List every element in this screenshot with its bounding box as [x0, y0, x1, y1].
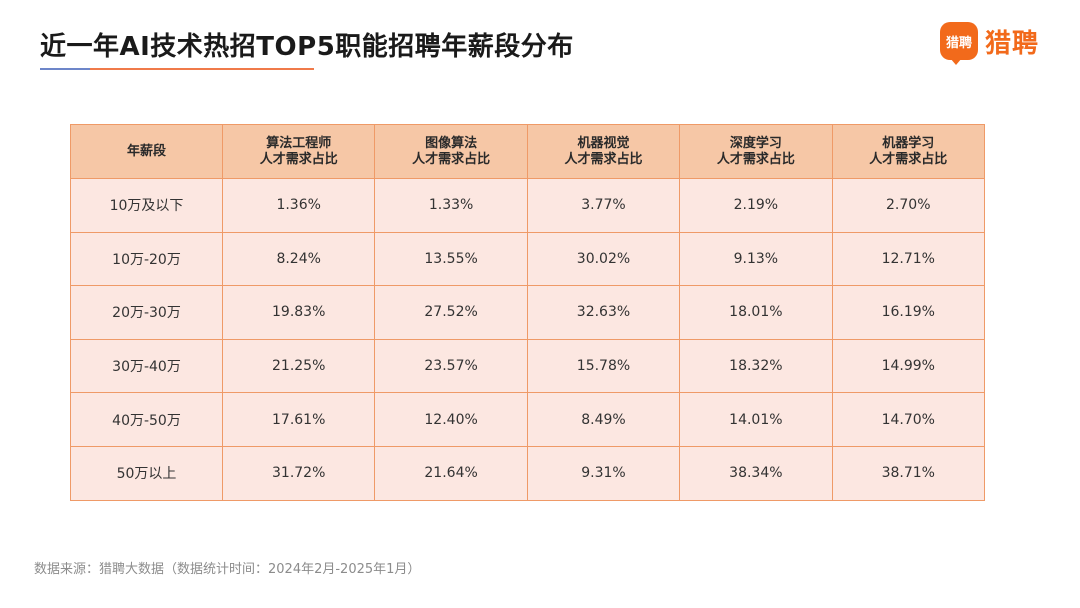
liepin-logo-text: 猎聘 — [985, 28, 1040, 59]
column-header-3: 机器视觉 人才需求占比 — [526, 124, 681, 179]
column-header-0: 年薪段 — [70, 124, 223, 179]
share-value-cell: 21.64% — [374, 445, 528, 501]
share-value-cell: 18.01% — [679, 285, 833, 340]
table-row: 50万以上 31.72% 21.64% 9.31% 38.34% 38.71% — [70, 445, 985, 501]
share-value-cell: 9.31% — [526, 445, 681, 501]
column-header-line1: 年薪段 — [126, 143, 166, 159]
share-value-cell: 21.25% — [221, 338, 376, 394]
share-value-cell: 23.57% — [374, 338, 528, 394]
salary-range-cell: 30万-40万 — [70, 338, 223, 394]
table-body: 10万及以下 1.36% 1.33% 3.77% 2.19% 2.70% 10万-20万 8.… — [70, 178, 985, 501]
salary-distribution-table: 年薪段 算法工程师 人才需求占比 图像算法 人才需求占比 机器视觉 人才需求占比 深度学习 人才… — [70, 124, 985, 501]
column-header-line1: 深度学习 — [729, 135, 782, 151]
salary-range-cell: 50万以上 — [70, 445, 223, 501]
share-value-cell: 14.01% — [679, 392, 833, 447]
share-value-cell: 38.71% — [831, 445, 985, 501]
column-header-line2: 人才需求占比 — [869, 151, 948, 167]
share-value-cell: 2.19% — [679, 178, 833, 233]
column-header-line1: 算法工程师 — [266, 135, 332, 151]
column-header-5: 机器学习 人才需求占比 — [831, 124, 985, 179]
salary-range-cell: 10万及以下 — [70, 178, 223, 233]
share-value-cell: 32.63% — [526, 285, 681, 340]
share-value-cell: 3.77% — [526, 178, 681, 233]
table-row: 30万-40万 21.25% 23.57% 15.78% 18.32% 14.99% — [70, 338, 985, 394]
column-header-1: 算法工程师 人才需求占比 — [221, 124, 376, 179]
table-row: 20万-30万 19.83% 27.52% 32.63% 18.01% 16.19% — [70, 285, 985, 340]
column-header-2: 图像算法 人才需求占比 — [374, 124, 528, 179]
underline-segment-blue — [40, 68, 90, 70]
share-value-cell: 1.33% — [374, 178, 528, 233]
share-value-cell: 18.32% — [679, 338, 833, 394]
salary-distribution-table-wrap: 年薪段 算法工程师 人才需求占比 图像算法 人才需求占比 机器视觉 人才需求占比 深度学习 人才… — [70, 124, 985, 501]
column-header-line2: 人才需求占比 — [716, 151, 795, 167]
column-header-4: 深度学习 人才需求占比 — [679, 124, 833, 179]
share-value-cell: 38.34% — [679, 445, 833, 501]
share-value-cell: 19.83% — [221, 285, 376, 340]
salary-range-cell: 10万-20万 — [70, 231, 223, 287]
share-value-cell: 8.24% — [221, 231, 376, 287]
column-header-line1: 图像算法 — [425, 135, 478, 151]
share-value-cell: 13.55% — [374, 231, 528, 287]
column-header-line2: 人才需求占比 — [564, 151, 643, 167]
share-value-cell: 1.36% — [221, 178, 376, 233]
share-value-cell: 12.71% — [831, 231, 985, 287]
column-header-line2: 人才需求占比 — [412, 151, 491, 167]
share-value-cell: 12.40% — [374, 392, 528, 447]
title-underline — [40, 68, 314, 70]
page-title: 近一年AI技术热招TOP5职能招聘年薪段分布 — [40, 32, 574, 62]
table-row: 40万-50万 17.61% 12.40% 8.49% 14.01% 14.70% — [70, 392, 985, 447]
table-row: 10万-20万 8.24% 13.55% 30.02% 9.13% 12.71% — [70, 231, 985, 287]
share-value-cell: 9.13% — [679, 231, 833, 287]
column-header-line2: 人才需求占比 — [259, 151, 338, 167]
share-value-cell: 14.70% — [831, 392, 985, 447]
column-header-line1: 机器视觉 — [577, 135, 630, 151]
salary-range-cell: 20万-30万 — [70, 285, 223, 340]
salary-range-cell: 40万-50万 — [70, 392, 223, 447]
share-value-cell: 30.02% — [526, 231, 681, 287]
liepin-logo-icon: 猎聘 — [940, 22, 978, 65]
table-header-row: 年薪段 算法工程师 人才需求占比 图像算法 人才需求占比 机器视觉 人才需求占比 深度学习 人才… — [70, 124, 985, 179]
share-value-cell: 16.19% — [831, 285, 985, 340]
share-value-cell: 31.72% — [221, 445, 376, 501]
column-header-line1: 机器学习 — [882, 135, 935, 151]
data-source-note: 数据来源：猎聘大数据（数据统计时间：2024年2月-2025年1月） — [34, 562, 421, 577]
share-value-cell: 8.49% — [526, 392, 681, 447]
share-value-cell: 14.99% — [831, 338, 985, 394]
share-value-cell: 2.70% — [831, 178, 985, 233]
liepin-logo: 猎聘 猎聘 — [940, 22, 1040, 65]
underline-segment-orange — [90, 68, 314, 70]
share-value-cell: 27.52% — [374, 285, 528, 340]
share-value-cell: 15.78% — [526, 338, 681, 394]
table-row: 10万及以下 1.36% 1.33% 3.77% 2.19% 2.70% — [70, 178, 985, 233]
share-value-cell: 17.61% — [221, 392, 376, 447]
